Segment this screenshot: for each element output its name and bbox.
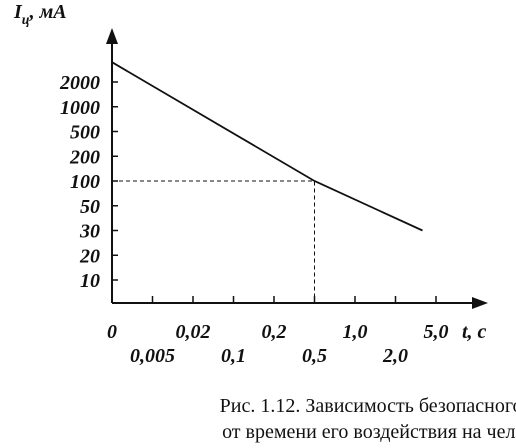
x-tick-label: 1,0 — [343, 321, 368, 343]
reference-line — [112, 180, 315, 303]
x-tick-label: 2,0 — [382, 345, 408, 367]
x-tick-label: 0,005 — [130, 345, 175, 367]
caption-line: Рис. 1.12. Зависимость безопасного тока — [220, 395, 516, 417]
y-tick-label: 2000 — [59, 72, 100, 94]
x-axis-label: t, с — [462, 321, 487, 343]
y-axis-label: Iц, мА — [13, 1, 67, 28]
x-tick-label: 0,2 — [262, 321, 287, 343]
x-tick-label: 0 — [107, 321, 117, 343]
y-label-main: I — [13, 1, 23, 23]
y-tick-label: 30 — [79, 221, 100, 243]
y-label-sub: ц — [22, 13, 30, 28]
y-label-unit: , мА — [29, 1, 67, 23]
x-arrow — [472, 297, 488, 309]
caption-line: от времени его воздействия на человека — [222, 421, 516, 443]
y-tick-label: 20 — [79, 245, 100, 267]
x-tick-label: 5,0 — [424, 321, 449, 343]
x-tick-label: 0,02 — [176, 321, 211, 343]
y-tick-label: 100 — [70, 171, 100, 193]
x-tick-label: 0,5 — [302, 345, 327, 367]
x-tick-label: 0,1 — [221, 345, 246, 367]
y-tick-label: 10 — [80, 270, 100, 292]
data-line — [111, 61, 423, 232]
y-tick-label: 1000 — [60, 97, 100, 119]
y-tick-label: 50 — [80, 196, 100, 218]
y-tick-label: 200 — [69, 146, 100, 168]
y-arrow — [106, 28, 118, 44]
y-tick-label: 500 — [70, 122, 100, 144]
